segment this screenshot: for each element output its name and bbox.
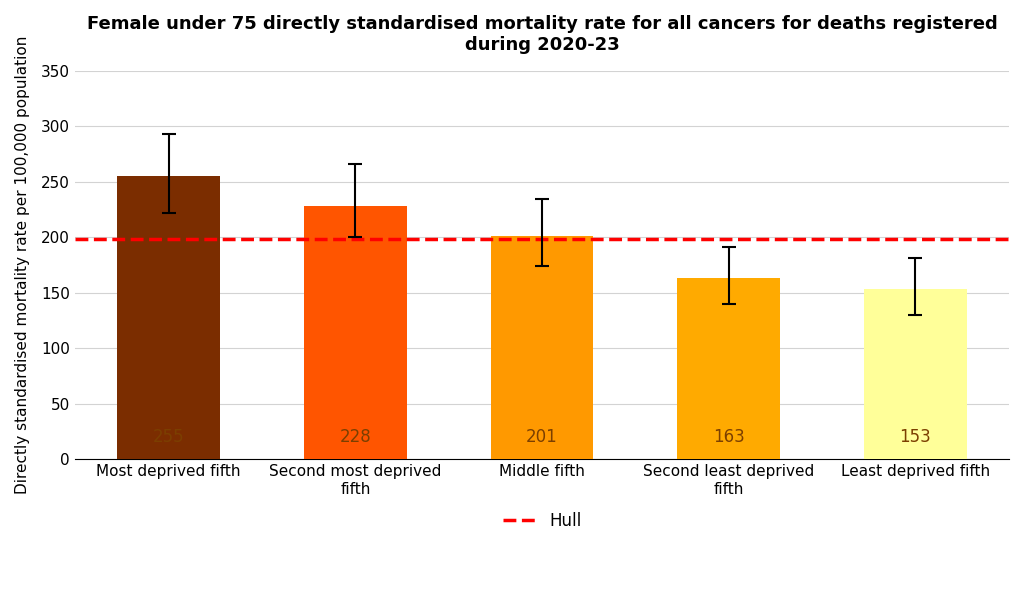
- Bar: [677, 278, 780, 459]
- Bar: [864, 290, 967, 459]
- Y-axis label: Directly standardised mortality rate per 100,000 population: Directly standardised mortality rate per…: [15, 36, 30, 494]
- Text: 153: 153: [899, 428, 931, 446]
- Text: 201: 201: [526, 428, 558, 446]
- Legend: Hull: Hull: [496, 505, 588, 537]
- Bar: [118, 176, 220, 459]
- Bar: [304, 206, 407, 459]
- Bar: [490, 236, 593, 459]
- Text: 255: 255: [153, 428, 184, 446]
- Text: 228: 228: [340, 428, 372, 446]
- Title: Female under 75 directly standardised mortality rate for all cancers for deaths : Female under 75 directly standardised mo…: [87, 15, 997, 54]
- Text: 163: 163: [713, 428, 744, 446]
